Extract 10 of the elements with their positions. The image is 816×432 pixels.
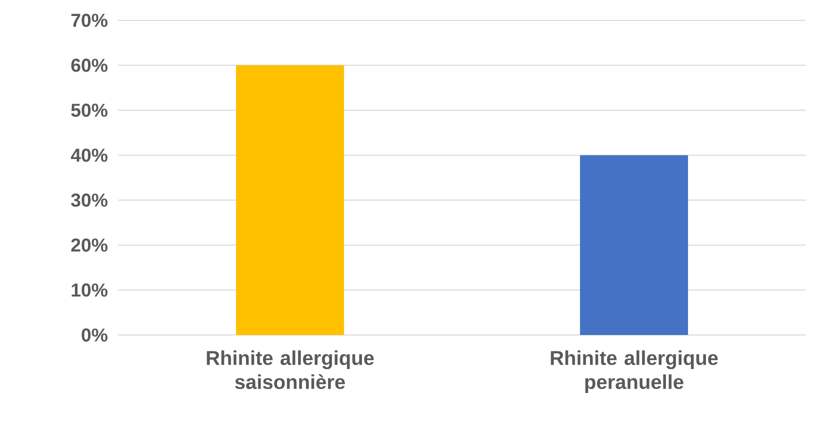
y-tick-label: 0%	[82, 328, 108, 342]
y-tick-label: 10%	[72, 283, 108, 297]
y-tick-label: 20%	[71, 238, 108, 252]
y-tick-label: 30%	[71, 194, 108, 207]
x-tick-label: Rhinite allergique peranuelle	[550, 350, 718, 394]
y-tick-label: 60%	[71, 58, 108, 72]
x-tick-label: Rhinite allergique saisonnière	[206, 350, 374, 390]
y-tick-label: 70%	[71, 14, 108, 27]
y-tick-label: 40%	[70, 148, 108, 162]
y-tick-label: 50%	[71, 104, 108, 117]
